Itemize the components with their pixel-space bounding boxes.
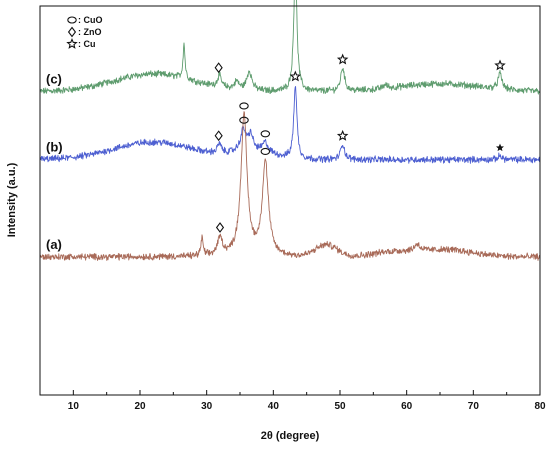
peak-marker-star: [289, 70, 302, 82]
peak-marker-diamond: [214, 130, 223, 142]
peak-marker-diamond: [214, 62, 223, 74]
series-labels: (c) (b) (a): [46, 72, 63, 252]
y-axis-title: Intensity (a.u.): [6, 162, 18, 237]
x-tick-label: 30: [201, 401, 213, 412]
series-label: (a): [46, 237, 62, 252]
legend-label: : ZnO: [78, 27, 102, 37]
x-axis-title: 2θ (degree): [261, 430, 320, 442]
series-group: [39, 0, 541, 261]
x-tick-label: 40: [268, 401, 280, 412]
legend-symbol-ellipse: [67, 16, 77, 24]
legend: : CuO : ZnO : Cu: [66, 15, 103, 49]
legend-symbol-diamond: [67, 26, 77, 38]
series-label: (c): [46, 72, 62, 87]
peak-marker-ellipse: [260, 147, 271, 155]
peak-marker-group: [214, 53, 506, 233]
legend-label: : Cu: [78, 39, 96, 49]
peak-marker-ellipse: [260, 130, 271, 138]
x-tick-label: 70: [468, 401, 480, 412]
peak-marker-star: [494, 59, 506, 71]
peak-marker-star: [336, 53, 349, 65]
x-tick-label: 20: [134, 401, 146, 412]
plot-frame: [39, 5, 541, 396]
legend-label: : CuO: [78, 15, 103, 25]
series-line-3: [39, 111, 541, 261]
series-line-2: [39, 86, 541, 164]
x-tick-label: 60: [401, 401, 413, 412]
series-line-1: [39, 0, 540, 95]
x-tick-label: 80: [534, 401, 546, 412]
peak-marker-star: [336, 129, 349, 141]
x-tick-label: 50: [334, 401, 346, 412]
x-axis-ticks: 10 20 30 40 50 60 70 80: [39, 390, 546, 412]
series-label: (b): [46, 140, 63, 155]
peak-marker-diamond: [215, 222, 225, 233]
peak-marker-ellipse: [239, 116, 249, 124]
peak-marker-ellipse: [239, 102, 249, 110]
legend-symbol-star: [66, 37, 78, 49]
x-tick-label: 10: [68, 401, 80, 412]
peak-marker-asterisk: [496, 143, 504, 152]
